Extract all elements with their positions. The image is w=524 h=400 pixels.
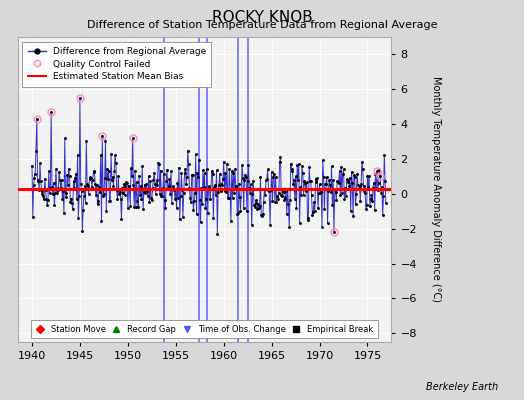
Text: Berkeley Earth: Berkeley Earth (425, 382, 498, 392)
Text: Difference of Station Temperature Data from Regional Average: Difference of Station Temperature Data f… (87, 20, 437, 30)
Legend: Station Move, Record Gap, Time of Obs. Change, Empirical Break: Station Move, Record Gap, Time of Obs. C… (31, 320, 378, 338)
Y-axis label: Monthly Temperature Anomaly Difference (°C): Monthly Temperature Anomaly Difference (… (431, 76, 441, 302)
Text: ROCKY KNOB: ROCKY KNOB (212, 10, 312, 25)
